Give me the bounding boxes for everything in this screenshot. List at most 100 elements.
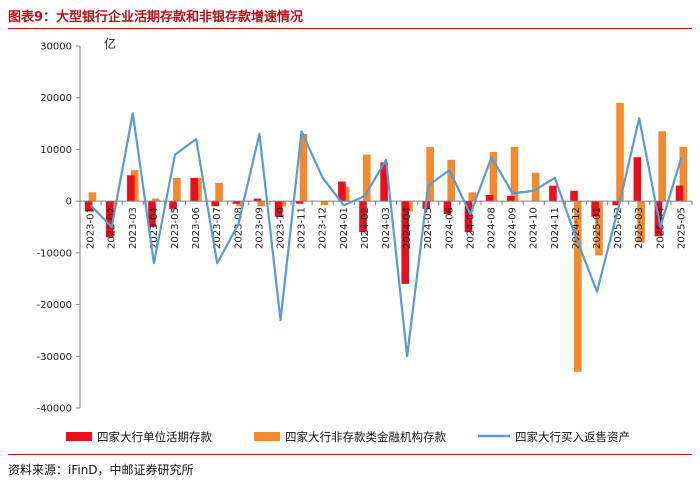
- x-tick-label: 2023-09: [254, 207, 265, 249]
- x-tick-label: 2024-07: [465, 207, 476, 249]
- bar-corporate-demand-deposit: [84, 201, 93, 212]
- x-tick-label: 2024-05: [423, 207, 434, 249]
- bar-corporate-demand-deposit: [338, 181, 346, 202]
- y-tick-label: -40000: [37, 404, 72, 415]
- bar-corporate-demand-deposit: [485, 194, 494, 202]
- bar-nonbank-deposit: [320, 201, 329, 206]
- legend-label-0: 四家大行单位活期存款: [97, 430, 212, 444]
- bar-corporate-demand-deposit: [253, 198, 262, 202]
- bar-nonbank-deposit: [595, 201, 603, 256]
- bar-nonbank-deposit: [173, 177, 181, 202]
- bar-corporate-demand-deposit: [105, 201, 114, 238]
- bar-corporate-demand-deposit: [274, 201, 283, 217]
- x-tick-label: 2023-05: [170, 207, 181, 249]
- x-tick-label: 2024-02: [360, 207, 371, 249]
- y-tick-label: 0: [66, 197, 72, 208]
- bar-nonbank-deposit: [679, 146, 688, 202]
- source-note: 资料来源：iFinD，中邮证券研究所: [8, 463, 194, 477]
- x-tick-label: 2023-08: [233, 207, 244, 249]
- bar-corporate-demand-deposit: [232, 201, 241, 204]
- bar-corporate-demand-deposit: [127, 175, 135, 202]
- bar-nonbank-deposit: [468, 192, 477, 202]
- bar-corporate-demand-deposit: [295, 201, 304, 204]
- bottom-rule: [8, 454, 692, 455]
- x-tick-label: 2024-12: [571, 207, 582, 249]
- x-tick-label: 2024-06: [444, 207, 455, 249]
- bar-corporate-demand-deposit: [148, 201, 156, 227]
- x-tick-label: 2023-06: [191, 207, 202, 249]
- x-tick-label: 2025-05: [676, 207, 687, 249]
- bar-nonbank-deposit: [299, 133, 308, 202]
- bar-nonbank-deposit: [426, 146, 434, 202]
- bar-corporate-demand-deposit: [591, 201, 599, 217]
- y-tick-label: 10000: [40, 145, 72, 156]
- x-tick-label: 2023-01: [86, 207, 97, 249]
- bar-nonbank-deposit: [215, 183, 223, 202]
- x-tick-label: 2025-01: [592, 207, 603, 249]
- legend-label-2: 四家大行买入返售资产: [515, 430, 630, 444]
- bar-nonbank-deposit: [257, 201, 266, 207]
- bar-nonbank-deposit: [88, 192, 97, 202]
- x-tick-label: 2024-11: [550, 207, 561, 249]
- x-tick-label: 2024-08: [487, 207, 498, 249]
- x-tick-label: 2023-12: [318, 207, 329, 249]
- bar-nonbank-deposit: [194, 177, 202, 202]
- bar-nonbank-deposit: [447, 159, 456, 202]
- bar-corporate-demand-deposit: [633, 157, 642, 202]
- bar-nonbank-deposit: [151, 198, 160, 202]
- bar-corporate-demand-deposit: [570, 190, 578, 202]
- line-layer: [89, 112, 683, 358]
- bar-nonbank-deposit: [616, 102, 624, 202]
- x-tick-label: 2023-02: [107, 207, 118, 249]
- x-tick-label: 2023-03: [128, 207, 139, 249]
- bar-corporate-demand-deposit: [443, 201, 452, 215]
- x-tick-label: 2025-02: [613, 207, 624, 249]
- y-tick-label: -20000: [37, 300, 72, 311]
- bar-nonbank-deposit: [531, 172, 540, 202]
- bar-nonbank-deposit: [574, 201, 582, 372]
- x-tick-label: 2025-03: [634, 207, 645, 249]
- x-tick-label: 2025-04: [655, 207, 666, 249]
- legend-swatch-red: [66, 432, 92, 441]
- y-tick-label: 30000: [40, 42, 72, 53]
- bar-corporate-demand-deposit: [359, 201, 367, 233]
- line-reverse-repo-assets: [89, 112, 683, 358]
- x-tick-label: 2023-07: [212, 207, 223, 249]
- bar-corporate-demand-deposit: [190, 177, 198, 202]
- y-tick-label: -30000: [37, 352, 72, 363]
- bar-corporate-demand-deposit: [401, 201, 410, 284]
- x-tick-label: 2024-04: [402, 207, 413, 249]
- legend-label-1: 四家大行非存款类金融机构存款: [285, 430, 446, 444]
- bar-corporate-demand-deposit: [506, 195, 515, 202]
- bar-corporate-demand-deposit: [464, 201, 473, 233]
- bar-corporate-demand-deposit: [169, 201, 177, 209]
- bar-nonbank-deposit: [362, 154, 371, 202]
- bar-nonbank-deposit: [658, 131, 667, 202]
- bar-corporate-demand-deposit: [549, 185, 557, 202]
- x-tick-label: 2024-10: [529, 207, 540, 249]
- bar-nonbank-deposit: [510, 146, 519, 202]
- bar-nonbank-deposit: [489, 152, 498, 202]
- x-tick-label: 2024-01: [339, 207, 350, 249]
- x-tick-label: 2023-04: [149, 207, 160, 249]
- x-tick-label: 2024-09: [508, 207, 519, 249]
- x-tick-label: 2024-03: [381, 207, 392, 249]
- bar-nonbank-deposit: [637, 201, 645, 243]
- x-tick-labels: 2023-01 2023-02 2023-03 2023-04 2023-05 2023-…: [86, 207, 688, 249]
- bar-corporate-demand-deposit: [380, 162, 388, 202]
- bar-nonbank-deposit: [236, 201, 244, 207]
- bar-corporate-demand-deposit: [612, 201, 621, 206]
- y-axis: -40000 -30000 -20000 -10000 0 10000 20000 30000: [37, 42, 81, 415]
- y-tick-label: 20000: [40, 93, 72, 104]
- y-unit-label: 亿: [104, 36, 116, 51]
- chart: 亿 -40000 -30000 -20000 -10000 0 10000 20000 300…: [37, 36, 693, 444]
- x-tick-label: 2023-10: [275, 207, 286, 249]
- legend: 四家大行单位活期存款 四家大行非存款类金融机构存款 四家大行买入返售资产: [66, 430, 630, 444]
- x-axis: [79, 200, 693, 206]
- legend-swatch-orange: [254, 432, 280, 441]
- bar-corporate-demand-deposit: [211, 201, 220, 207]
- bar-corporate-demand-deposit: [675, 185, 684, 202]
- title-rule: [8, 28, 692, 29]
- figure-title: 图表9：大型银行企业活期存款和非银存款增速情况: [8, 10, 304, 25]
- x-tick-label: 2023-11: [297, 207, 308, 249]
